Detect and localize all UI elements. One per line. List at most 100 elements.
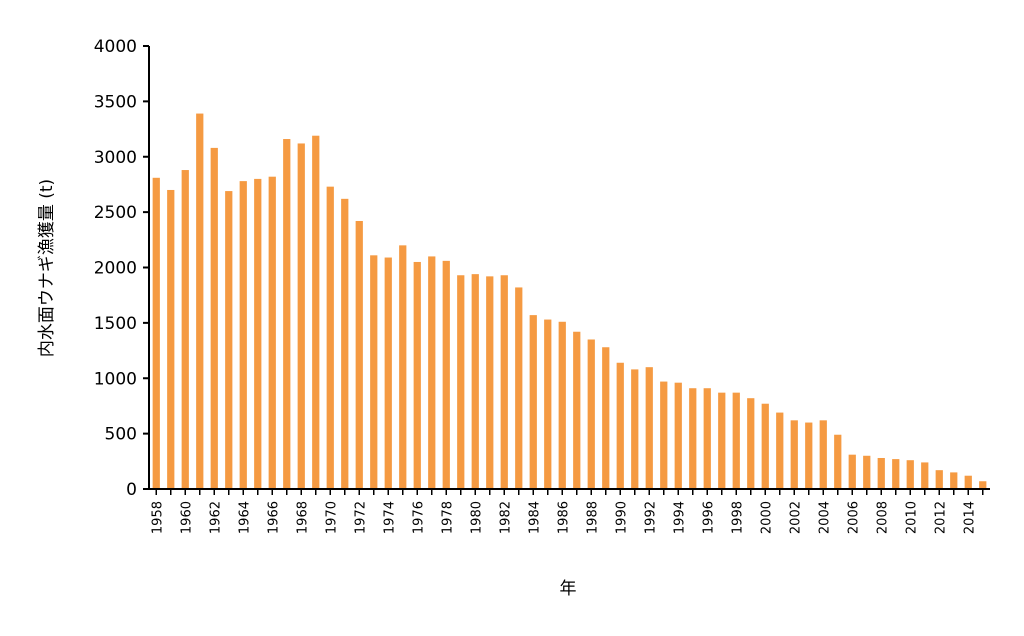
y-axis: 0 500 1000 1500 2000 2500 3000 3500 4000 xyxy=(94,37,150,500)
x-tick-label: 2010 xyxy=(904,501,919,534)
bar-1968 xyxy=(297,143,305,489)
x-tick-label: 2000 xyxy=(759,501,774,534)
bar-1978 xyxy=(442,260,450,489)
bar-1982 xyxy=(500,275,508,489)
bar-1963 xyxy=(225,191,233,489)
x-tick-label: 1988 xyxy=(585,501,600,534)
bar-1980 xyxy=(471,274,479,489)
x-tick-label: 1970 xyxy=(324,501,339,534)
bar-2008 xyxy=(877,457,885,489)
bar-1960 xyxy=(181,170,189,490)
x-tick-label: 2008 xyxy=(875,501,890,534)
bar-2004 xyxy=(819,420,827,489)
bar-2014 xyxy=(964,475,972,489)
bar-1962 xyxy=(210,147,218,489)
bar-1977 xyxy=(428,256,436,489)
bar-1973 xyxy=(370,255,378,489)
y-tick-label: 2500 xyxy=(94,203,137,223)
bar-1966 xyxy=(268,176,276,489)
bar-2011 xyxy=(921,462,929,489)
x-tick-label: 1962 xyxy=(208,501,223,534)
y-tick-label: 0 xyxy=(126,480,137,500)
x-tick-label: 1984 xyxy=(527,501,542,534)
bar-1997 xyxy=(718,392,726,489)
bar-1995 xyxy=(689,388,697,489)
x-axis-title: 年 xyxy=(560,579,577,599)
bar-2006 xyxy=(848,454,856,489)
bar-1971 xyxy=(341,198,349,489)
bar-2013 xyxy=(950,472,958,489)
bar-2003 xyxy=(805,422,813,489)
bars-group xyxy=(152,113,987,490)
bar-1975 xyxy=(399,245,407,489)
bar-1969 xyxy=(312,135,320,489)
x-tick-label: 1992 xyxy=(643,501,658,534)
bar-1994 xyxy=(674,382,682,489)
x-tick-label: 2002 xyxy=(788,501,803,534)
y-tick-label: 4000 xyxy=(94,37,137,57)
bar-1967 xyxy=(283,139,291,489)
bar-2012 xyxy=(935,470,943,489)
bar-1984 xyxy=(529,315,537,489)
y-tick-label: 2000 xyxy=(94,259,137,279)
bar-1976 xyxy=(413,261,421,489)
bar-1986 xyxy=(558,321,566,489)
x-tick-label: 1964 xyxy=(237,501,252,534)
bar-1987 xyxy=(573,331,581,489)
bar-2009 xyxy=(892,459,900,489)
x-tick-label: 1972 xyxy=(353,501,368,534)
x-axis: 1958 1960 1962 1964 1966 1968 1970 1972 1974 1976… xyxy=(148,488,990,534)
bar-2005 xyxy=(834,434,842,489)
bar-1990 xyxy=(616,362,624,489)
x-tick-label: 1978 xyxy=(440,501,455,534)
x-tick-label: 2006 xyxy=(846,501,861,534)
bar-1993 xyxy=(660,381,668,489)
x-tick-label: 1994 xyxy=(672,501,687,534)
y-tick-label: 1500 xyxy=(94,314,137,334)
bar-1991 xyxy=(631,369,639,489)
bar-1964 xyxy=(239,181,247,489)
bar-2010 xyxy=(906,460,914,489)
x-tick-label: 2004 xyxy=(817,501,832,534)
bar-2015 xyxy=(979,481,987,489)
bar-1961 xyxy=(196,113,204,489)
bar-1992 xyxy=(645,367,653,489)
bar-2007 xyxy=(863,455,871,489)
x-tick-label: 1980 xyxy=(469,501,484,534)
x-tick-label: 1996 xyxy=(701,501,716,534)
x-tick-label: 1998 xyxy=(730,501,745,534)
x-tick-label: 1958 xyxy=(150,501,165,534)
bar-1988 xyxy=(587,339,595,489)
x-tick-label: 1974 xyxy=(382,501,397,534)
bar-1965 xyxy=(254,178,262,489)
x-tick-label: 1986 xyxy=(556,501,571,534)
y-tick-label: 1000 xyxy=(94,369,137,389)
bar-1989 xyxy=(602,347,610,489)
y-tick-label: 3500 xyxy=(94,92,137,112)
y-tick-label: 3000 xyxy=(94,148,137,168)
x-tick-label: 1982 xyxy=(498,501,513,534)
y-axis-title: 内水面ウナギ漁獲量 (t) xyxy=(37,179,57,357)
bar-1999 xyxy=(747,398,755,489)
bar-1996 xyxy=(703,388,711,489)
bar-1958 xyxy=(152,177,160,490)
bar-1974 xyxy=(384,257,392,489)
x-tick-label: 1990 xyxy=(614,501,629,534)
bar-1981 xyxy=(486,276,494,489)
x-tick-label: 1976 xyxy=(411,501,426,534)
bar-1979 xyxy=(457,275,465,489)
bar-1959 xyxy=(167,189,175,489)
y-tick-label: 500 xyxy=(105,425,137,445)
bar-2001 xyxy=(776,412,784,489)
bar-1983 xyxy=(515,287,523,489)
x-tick-label: 1968 xyxy=(295,501,310,534)
bar-1972 xyxy=(355,220,363,490)
x-tick-label: 2014 xyxy=(962,501,977,534)
bar-1970 xyxy=(326,186,334,489)
bar-2000 xyxy=(761,403,769,489)
x-tick-label: 1960 xyxy=(179,501,194,534)
bar-1985 xyxy=(544,319,552,489)
x-tick-label: 2012 xyxy=(933,501,948,534)
